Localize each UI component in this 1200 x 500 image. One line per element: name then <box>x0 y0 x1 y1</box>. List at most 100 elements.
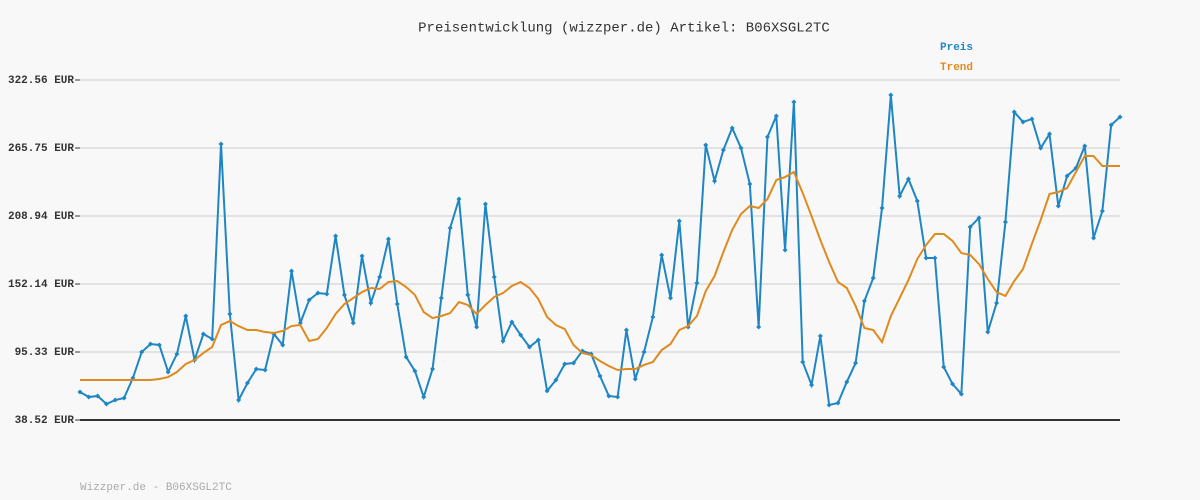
point <box>438 295 444 301</box>
point <box>897 193 903 199</box>
point <box>341 292 347 298</box>
point <box>262 367 268 373</box>
point <box>914 198 920 204</box>
point <box>782 247 788 253</box>
point <box>324 291 330 297</box>
point <box>659 252 665 258</box>
point <box>817 333 823 339</box>
point <box>1002 219 1008 225</box>
point <box>888 92 894 98</box>
point <box>77 389 83 395</box>
point <box>641 349 647 355</box>
point <box>280 342 286 348</box>
point <box>86 394 92 400</box>
point <box>870 275 876 281</box>
point <box>385 236 391 242</box>
point <box>1117 114 1123 120</box>
point <box>156 342 162 348</box>
point <box>562 361 568 367</box>
point <box>994 300 1000 306</box>
point <box>950 381 956 387</box>
point <box>941 364 947 370</box>
point <box>253 366 259 372</box>
point <box>985 329 991 335</box>
point <box>826 402 832 408</box>
point <box>694 280 700 286</box>
point <box>650 314 656 320</box>
y-tick-label: 38.52 EUR <box>15 415 75 427</box>
point <box>95 393 101 399</box>
chart-title: Preisentwicklung (wizzper.de) Artikel: B… <box>418 21 830 37</box>
point <box>800 359 806 365</box>
point <box>905 176 911 182</box>
point <box>465 292 471 298</box>
point <box>403 354 409 360</box>
legend-label: Preis <box>940 42 973 54</box>
point <box>377 274 383 280</box>
point <box>958 391 964 397</box>
point <box>1011 109 1017 115</box>
point <box>200 331 206 337</box>
point <box>394 301 400 307</box>
point <box>183 313 189 319</box>
point <box>227 311 233 317</box>
point <box>632 376 638 382</box>
point <box>544 388 550 394</box>
y-tick-label: 265.75 EUR <box>8 143 74 155</box>
point <box>668 295 674 301</box>
point <box>112 397 118 403</box>
point <box>720 147 726 153</box>
point <box>1099 208 1105 214</box>
point <box>121 395 127 401</box>
point <box>923 255 929 261</box>
point <box>518 332 524 338</box>
point <box>932 255 938 261</box>
point <box>447 225 453 231</box>
point <box>535 337 541 343</box>
point <box>1046 131 1052 137</box>
point <box>615 394 621 400</box>
point <box>597 373 603 379</box>
footer: Wizzper.de - B06XSGL2TC <box>80 482 232 494</box>
point <box>976 215 982 221</box>
y-tick-label: 152.14 EUR <box>8 279 74 291</box>
point <box>729 125 735 131</box>
point <box>606 393 612 399</box>
point <box>526 344 532 350</box>
point <box>764 134 770 140</box>
point <box>421 394 427 400</box>
point <box>430 366 436 372</box>
point <box>456 196 462 202</box>
point <box>174 351 180 357</box>
point <box>1020 119 1026 125</box>
point <box>350 320 356 326</box>
point <box>791 99 797 105</box>
point <box>412 368 418 374</box>
series-line <box>80 154 1120 382</box>
point <box>1091 235 1097 241</box>
y-tick-label: 322.56 EUR <box>8 75 74 87</box>
point <box>853 360 859 366</box>
point <box>676 218 682 224</box>
point <box>1055 203 1061 209</box>
point <box>474 324 480 330</box>
point <box>747 181 753 187</box>
y-tick-label: 208.94 EUR <box>8 211 74 223</box>
point <box>553 377 559 383</box>
point <box>218 141 224 147</box>
point <box>482 201 488 207</box>
point <box>244 380 250 386</box>
point <box>712 178 718 184</box>
point <box>1029 116 1035 122</box>
point <box>333 233 339 239</box>
point <box>773 113 779 119</box>
point <box>967 224 973 230</box>
point <box>835 400 841 406</box>
point <box>148 341 154 347</box>
legend-label: Trend <box>940 62 973 74</box>
point <box>315 290 321 296</box>
y-tick-label: 95.33 EUR <box>15 347 75 359</box>
point <box>103 401 109 407</box>
